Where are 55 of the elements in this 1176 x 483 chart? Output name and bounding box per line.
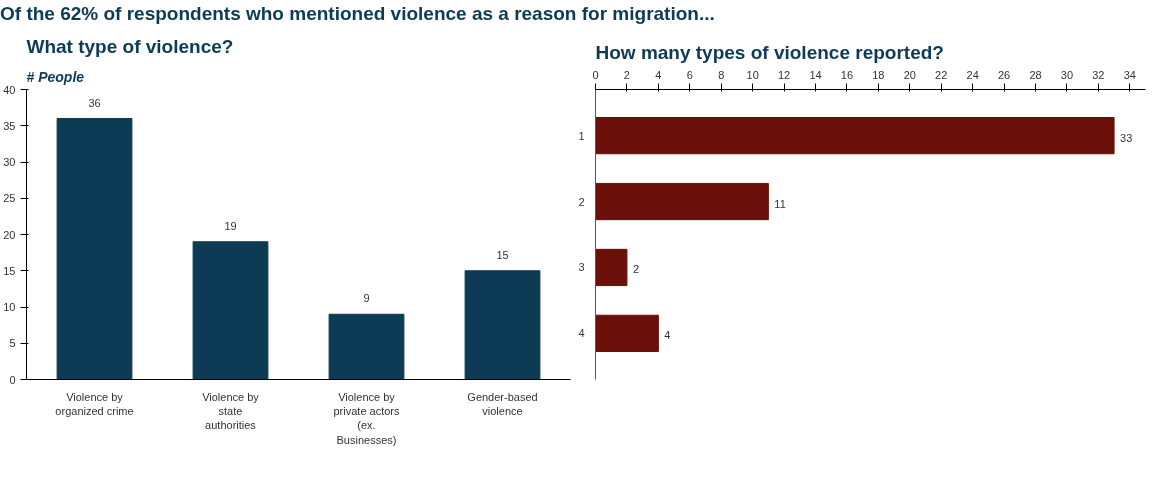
x-tick-label: 12	[777, 68, 791, 81]
y-tick-label: 40	[3, 83, 16, 96]
bar	[464, 270, 541, 380]
data-label: 33	[1120, 131, 1133, 144]
x-tick-label: 16	[840, 68, 854, 81]
x-tick-label: 20	[903, 68, 916, 81]
x-tick-label: Violence by organized crime	[55, 390, 134, 417]
y-tick-label: 35	[3, 119, 16, 132]
x-tick-label: Violence by private actors (ex. Businesses)	[333, 390, 401, 446]
bar	[56, 118, 133, 380]
x-tick-label: 22	[935, 68, 948, 81]
chart-title: How many types of violence reported?	[595, 41, 944, 63]
bar	[328, 313, 405, 380]
y-tick-label: 0	[9, 373, 16, 386]
bar	[595, 248, 628, 287]
y-tick-label: 25	[3, 192, 16, 205]
data-label: 36	[88, 96, 101, 109]
y-tick-label: 10	[3, 301, 16, 313]
text: Of the 62% of respondents who mentioned violence as a reason for migration...	[0, 2, 715, 26]
data-label: 4	[664, 329, 671, 342]
x-tick-label: 26	[997, 68, 1011, 81]
y-tick-label: 3	[578, 261, 585, 274]
y-tick-label: 20	[3, 228, 16, 241]
x-tick-label: 8	[718, 68, 725, 81]
x-tick-label: 10	[746, 68, 759, 81]
y-tick-label: 2	[578, 195, 585, 208]
bar	[595, 314, 659, 352]
x-tick-label: 2	[623, 68, 630, 81]
bar	[192, 241, 269, 380]
bar	[595, 117, 1115, 155]
y-tick-label: 1	[578, 129, 585, 142]
x-tick-label: 6	[686, 68, 693, 81]
y-tick-label: 4	[578, 327, 585, 340]
y-tick-label: 30	[3, 156, 16, 168]
x-tick-label: 4	[655, 68, 662, 81]
chart-title: What type of violence?	[26, 35, 234, 57]
y-tick-label: 5	[9, 337, 16, 350]
x-tick-label: 34	[1123, 68, 1136, 81]
x-tick-label: 0	[592, 68, 599, 81]
data-label: 19	[224, 219, 237, 232]
x-tick-label: 30	[1060, 68, 1074, 81]
x-tick-label: 32	[1092, 68, 1105, 81]
x-tick-label: Gender-based violence	[467, 390, 538, 417]
data-label: 9	[363, 292, 370, 305]
x-tick-label: 14	[809, 68, 822, 81]
y-tick-label: 15	[3, 264, 16, 277]
x-tick-label: 28	[1029, 68, 1042, 81]
x-tick-label: 24	[966, 68, 979, 81]
data-label: 11	[774, 197, 786, 210]
x-tick-label: 18	[872, 68, 885, 81]
data-label: 15	[496, 248, 509, 261]
data-label: 2	[632, 263, 640, 276]
y-axis-title: # People	[26, 68, 85, 85]
x-tick-label: Violence by state authorities	[202, 390, 260, 432]
bar	[595, 182, 769, 221]
